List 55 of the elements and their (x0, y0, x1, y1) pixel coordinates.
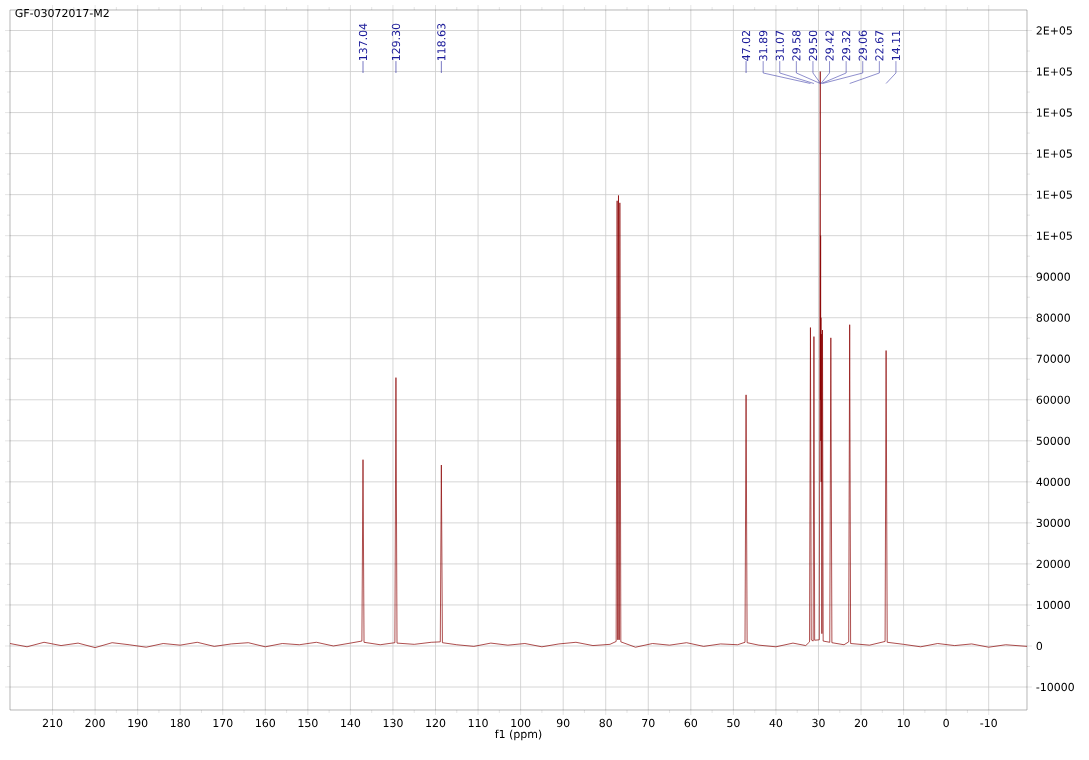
x-tick-label: 90 (556, 718, 570, 728)
annotation: 129.30 (391, 23, 401, 61)
x-tick-label: 30 (812, 718, 825, 728)
y-tick-label: 30000 (1036, 518, 1070, 528)
y-tick-label: 80000 (1036, 313, 1070, 322)
x-axis-title: f1 (ppm) (495, 729, 542, 741)
y-tick-label: 1E+05 (1037, 67, 1072, 76)
y-tick-label: 40000 (1036, 477, 1070, 486)
y-tick-label: 50000 (1036, 436, 1070, 445)
x-tick-label: 140 (341, 718, 361, 728)
x-tick-label: 20 (854, 718, 868, 728)
x-tick-label: 60 (684, 718, 698, 728)
y-tick-label: 1E+05 (1037, 149, 1072, 158)
annotation: 29.58 (792, 30, 801, 61)
y-tick-label: 10000 (1037, 600, 1070, 610)
y-tick-label: 90000 (1036, 272, 1070, 281)
x-tick-label: 180 (170, 718, 190, 728)
annotation: 137.04 (358, 23, 368, 61)
x-tick-label: 160 (256, 718, 276, 728)
x-tick-label: 100 (511, 718, 531, 728)
annotation: 29.42 (825, 31, 834, 61)
annotation: 29.50 (808, 30, 818, 61)
x-tick-label: 40 (769, 718, 783, 728)
x-tick-label: 10 (897, 718, 910, 728)
annotation: 29.06 (858, 30, 867, 61)
annotation: 22.67 (875, 30, 884, 61)
x-tick-label: 120 (426, 718, 446, 728)
x-tick-label: 150 (298, 718, 318, 728)
annotation: 47.02 (741, 31, 751, 61)
x-tick-label: 130 (383, 718, 403, 728)
x-tick-label: 110 (468, 718, 488, 728)
y-tick-label: 70000 (1036, 354, 1070, 363)
x-tick-label: -10 (980, 718, 997, 728)
y-tick-label: 0 (1036, 641, 1043, 651)
x-tick-label: 0 (943, 718, 949, 728)
annotation: 14.11 (891, 30, 900, 61)
annotation: 31.89 (759, 30, 768, 61)
y-tick-label: 20000 (1036, 559, 1070, 569)
annotation: 31.07 (775, 30, 784, 61)
chart-title: GF-03072017-M2 (15, 8, 109, 18)
y-tick-label: 1E+05 (1037, 190, 1072, 199)
y-tick-label: -10000 (1036, 682, 1074, 692)
x-tick-label: 70 (642, 718, 655, 728)
y-tick-label: 60000 (1036, 395, 1070, 404)
x-tick-label: 190 (128, 718, 148, 728)
y-tick-label: 2E+05 (1036, 26, 1072, 35)
annotation: 118.63 (437, 23, 446, 61)
annotation: 29.32 (842, 31, 851, 61)
x-tick-label: 80 (599, 718, 612, 728)
x-tick-label: 170 (213, 718, 233, 728)
y-tick-label: 1E+05 (1037, 108, 1072, 117)
x-tick-label: 50 (727, 718, 740, 728)
x-tick-label: 200 (85, 718, 105, 728)
y-tick-label: 1E+05 (1037, 231, 1072, 240)
x-tick-label: 210 (42, 718, 63, 728)
